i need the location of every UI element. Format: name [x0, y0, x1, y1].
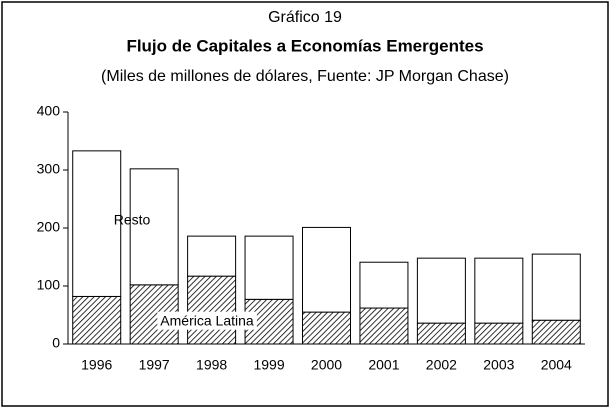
y-tick-label: 100: [37, 277, 61, 293]
bar-segment: [129, 168, 179, 286]
x-tick-label: 1996: [81, 357, 112, 373]
legend-label: América Latina: [160, 313, 254, 329]
bar-segment: [474, 257, 524, 324]
x-tick-label: 1999: [253, 357, 284, 373]
x-tick-label: 2002: [426, 357, 457, 373]
x-tick-label: 1998: [196, 357, 227, 373]
bar-segment: [416, 322, 466, 345]
bar-segment: [531, 319, 581, 345]
bar-segment: [359, 261, 409, 309]
bar-segment: [474, 322, 524, 345]
x-tick-label: 2004: [541, 357, 572, 373]
y-tick-label: 0: [52, 335, 60, 351]
y-tick-label: 200: [37, 219, 61, 235]
x-tick-label: 2001: [368, 357, 399, 373]
chart-subtitle: Flujo de Capitales a Economías Emergente…: [126, 36, 483, 55]
y-tick-label: 300: [37, 161, 61, 177]
bar-segment: [72, 150, 122, 297]
legend-label-bg: [157, 311, 257, 330]
bar-segment: [187, 235, 237, 277]
y-tick-label: 400: [37, 103, 61, 119]
chart-title: Gráfico 19: [268, 9, 342, 26]
bar-segment: [531, 253, 581, 321]
x-tick-label: 2003: [483, 357, 514, 373]
bar-segment: [359, 307, 409, 345]
bar-segment: [187, 275, 237, 345]
bar-segment: [72, 295, 122, 345]
bar-segment: [416, 257, 466, 324]
bar-segment: [302, 226, 351, 313]
bar-segment: [302, 311, 351, 345]
chart-note: (Miles de millones de dólares, Fuente: J…: [101, 68, 509, 85]
legend-label: Resto: [114, 212, 151, 228]
x-tick-label: 2000: [311, 357, 342, 373]
x-tick-label: 1997: [139, 357, 170, 373]
bar-segment: [244, 235, 294, 300]
